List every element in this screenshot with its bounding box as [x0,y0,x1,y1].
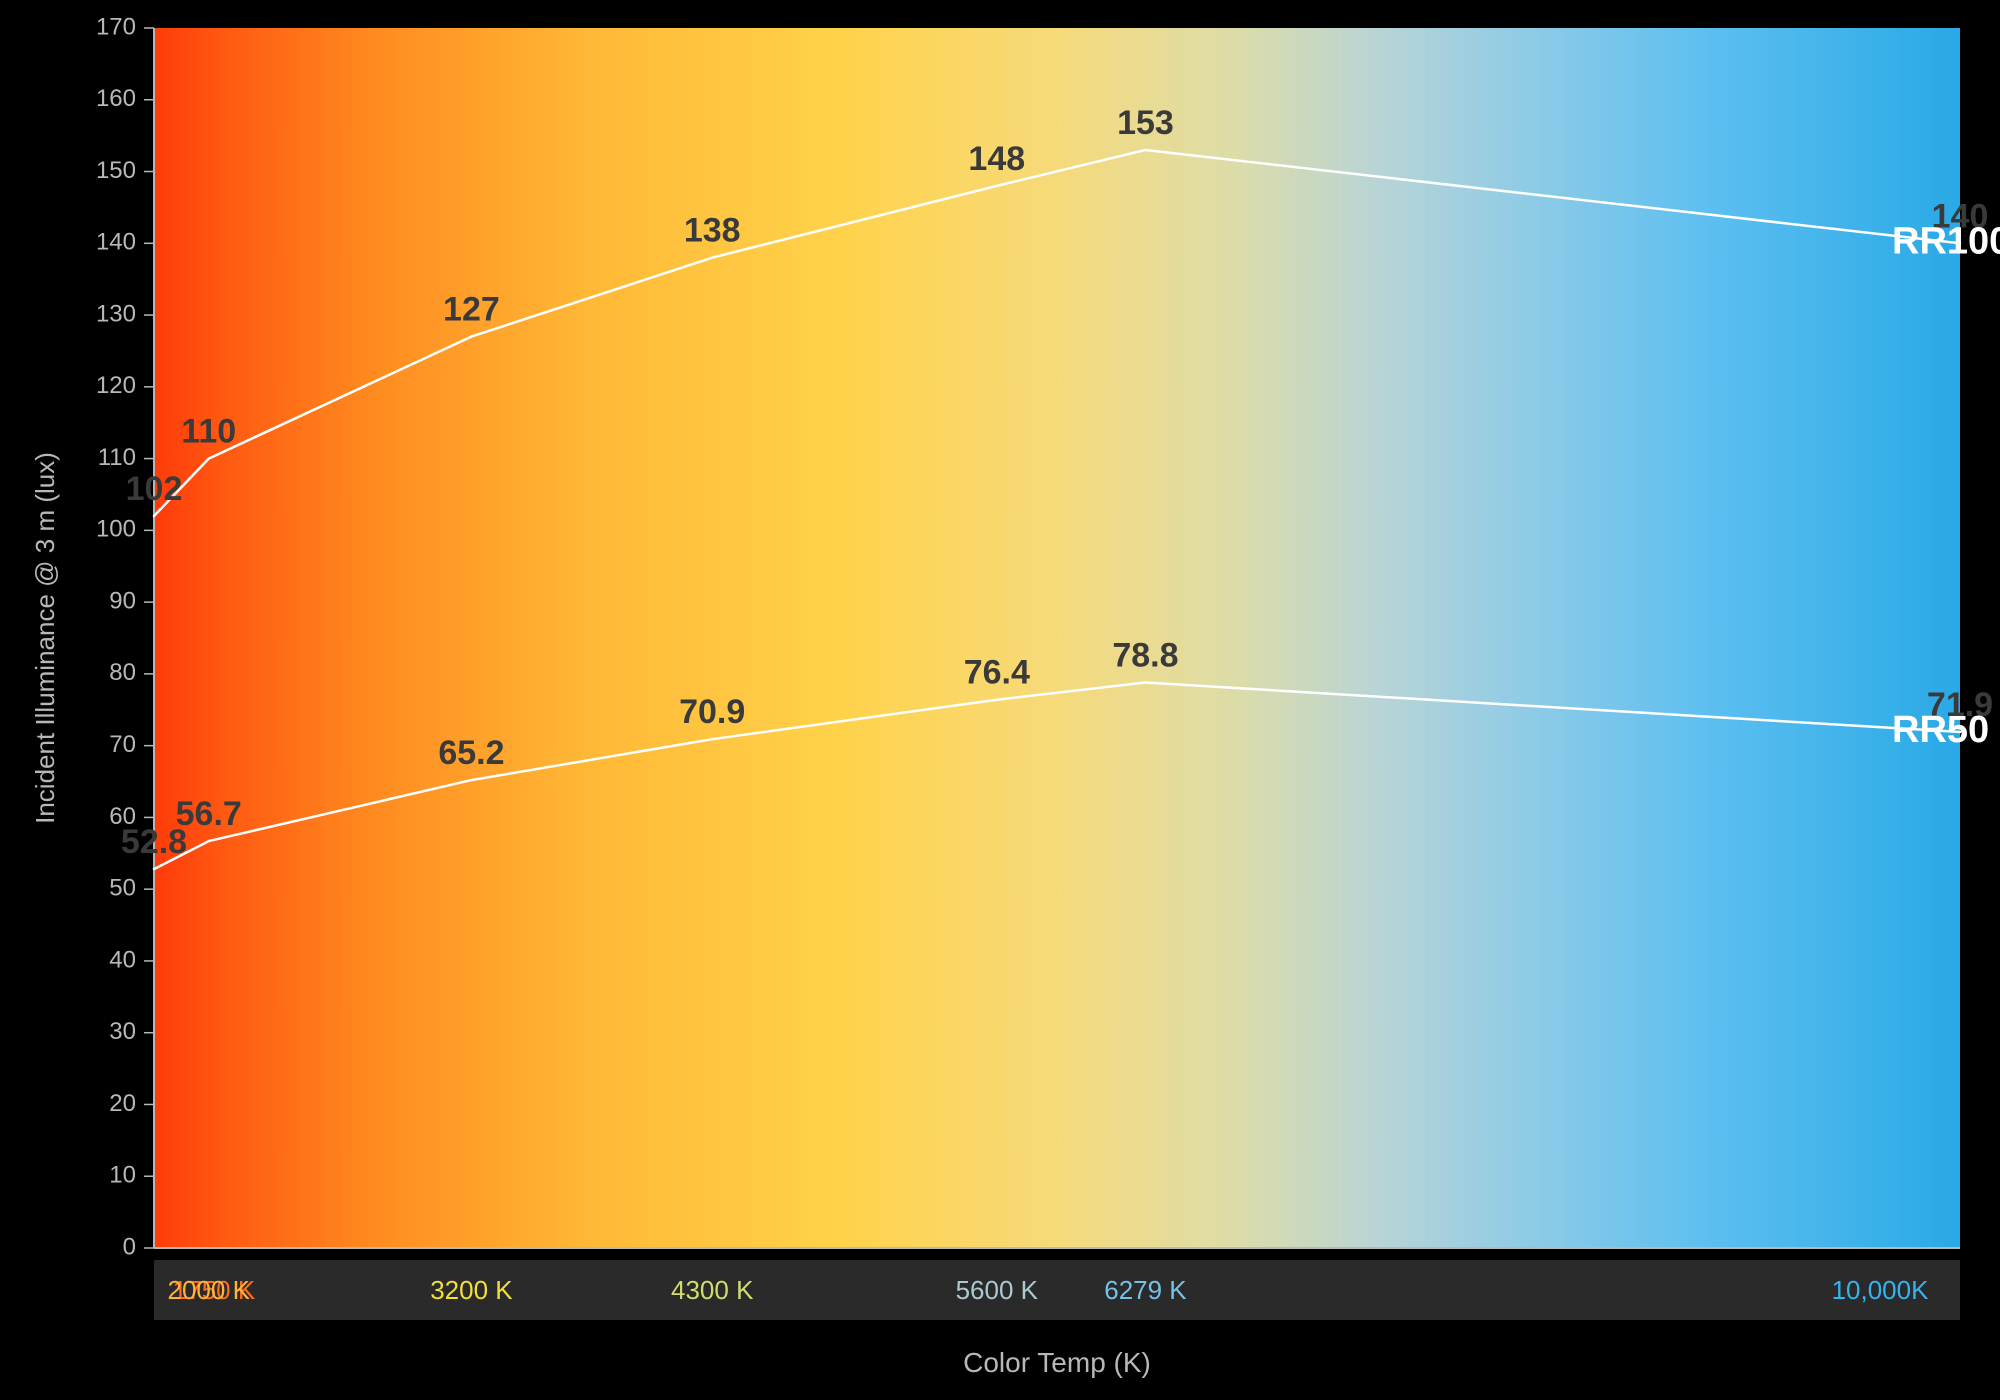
ytick-label: 140 [96,229,136,256]
value-label: 78.8 [1112,636,1178,674]
ytick-label: 50 [109,875,136,902]
value-label: 70.9 [679,693,745,731]
ytick-label: 20 [109,1090,136,1117]
x-axis-label: Color Temp (K) [963,1347,1151,1378]
x-temp-label: 5600 K [956,1275,1039,1305]
x-temp-label: 10,000K [1832,1275,1930,1305]
ytick-label: 40 [109,946,136,973]
value-label: 148 [968,140,1025,178]
x-temp-label: 6279 K [1104,1275,1187,1305]
value-label: 65.2 [438,734,504,772]
ytick-label: 10 [109,1162,136,1189]
ytick-label: 170 [96,13,136,40]
series-name-label: RR100 [1892,220,2000,262]
x-temp-label: 2000 K [168,1275,251,1305]
ytick-label: 90 [109,587,136,614]
plot-background [154,28,1960,1248]
value-label: 127 [443,291,500,329]
illuminance-vs-colortemp-chart: 0102030405060708090100110120130140150160… [0,0,2000,1400]
ytick-label: 130 [96,300,136,327]
value-label: 138 [684,212,741,250]
x-temp-strip [154,1260,1960,1320]
ytick-label: 150 [96,157,136,184]
ytick-label: 70 [109,731,136,758]
ytick-label: 30 [109,1018,136,1045]
value-label: 110 [181,413,236,451]
value-label: 76.4 [964,654,1030,692]
chart-svg: 0102030405060708090100110120130140150160… [0,0,2000,1400]
ytick-label: 100 [96,516,136,543]
ytick-label: 110 [98,444,136,471]
ytick-label: 0 [123,1233,136,1260]
series-name-label: RR50 [1892,709,1989,751]
ytick-label: 160 [96,85,136,112]
value-label: 56.7 [176,795,242,833]
x-temp-label: 3200 K [430,1275,513,1305]
x-temp-label: 4300 K [671,1275,754,1305]
value-label: 153 [1117,104,1174,142]
ytick-label: 120 [96,372,136,399]
value-label: 102 [126,470,183,508]
ytick-label: 80 [109,659,136,686]
y-axis-label: Incident Illuminance @ 3 m (lux) [30,452,60,824]
